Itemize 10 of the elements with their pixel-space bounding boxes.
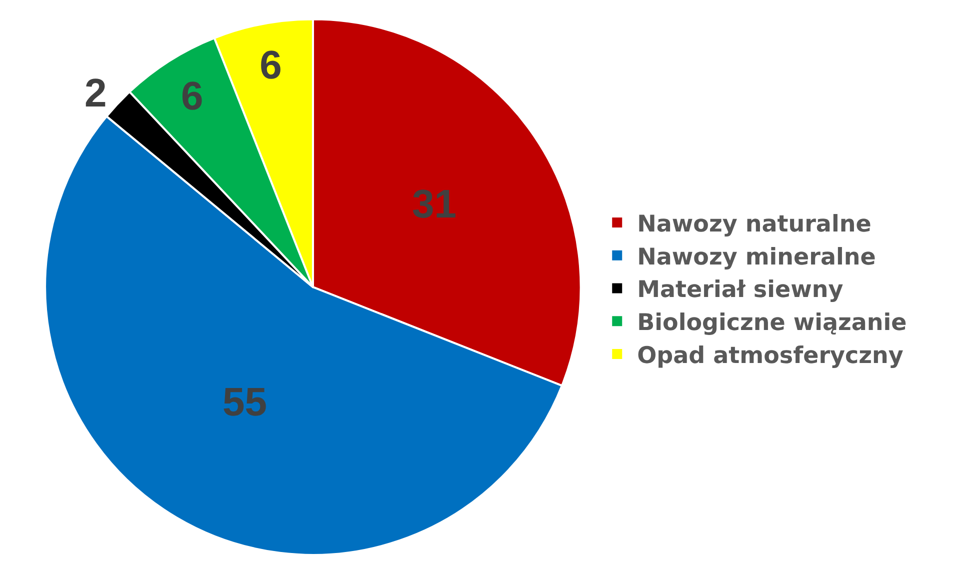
legend-label: Nawozy naturalne bbox=[637, 211, 872, 238]
legend-label: Biologiczne wiązanie bbox=[637, 310, 907, 336]
data-label: 6 bbox=[180, 74, 204, 119]
data-label: 55 bbox=[222, 380, 268, 424]
data-label: 2 bbox=[84, 71, 107, 116]
legend-label: Materiał siewny bbox=[637, 277, 844, 304]
legend-label: Opad atmosferyczny bbox=[637, 343, 904, 370]
data-label: 6 bbox=[260, 43, 282, 88]
legend-label: Nawozy mineralne bbox=[637, 244, 876, 270]
data-label: 31 bbox=[412, 182, 456, 227]
